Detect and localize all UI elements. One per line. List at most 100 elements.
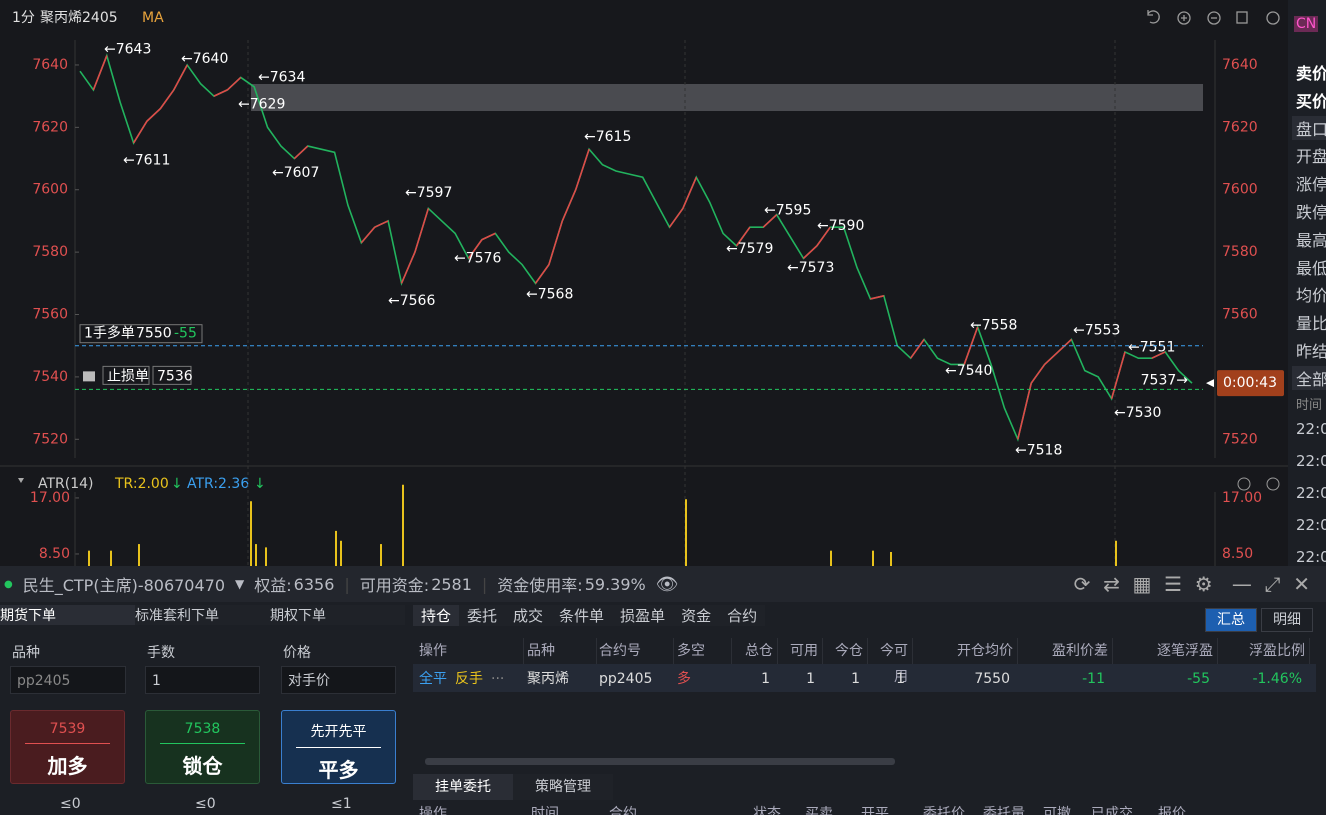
column-header: 可撤: [1043, 806, 1071, 815]
up-segment: [293, 145, 309, 160]
tab[interactable]: 策略管理: [513, 774, 613, 800]
y-tick-label: 17.00: [30, 490, 70, 506]
annotation: ←7629: [238, 96, 285, 112]
tab[interactable]: 合约: [719, 605, 766, 626]
annotation: ←7566: [388, 293, 435, 309]
position-price: 7550: [136, 326, 172, 342]
tab[interactable]: 标准套利下单: [135, 605, 270, 625]
atr-bar: [110, 550, 112, 566]
input[interactable]: 对手价: [281, 666, 396, 694]
side-time: 22:0: [1296, 548, 1326, 566]
tab[interactable]: 损盈单: [612, 605, 674, 626]
input[interactable]: pp2405: [10, 666, 126, 694]
column-header: 状态: [753, 806, 781, 815]
cell: -1.46%: [1252, 671, 1302, 687]
view-button[interactable]: 明细: [1261, 608, 1313, 632]
arrow: ↓: [171, 476, 183, 492]
up-segment: [910, 338, 925, 359]
cell: pp2405: [599, 671, 653, 687]
column-header: 报价: [1158, 806, 1186, 815]
order-button[interactable]: 7538 锁仓: [145, 710, 260, 784]
tab[interactable]: 期货下单: [0, 605, 135, 625]
field-label: 手数: [147, 645, 175, 661]
up-segment: [159, 89, 175, 110]
annotation: ←7611: [123, 152, 170, 168]
lock-icon: [83, 371, 95, 382]
tab[interactable]: 期权下单: [270, 605, 405, 625]
cell: 7550: [974, 671, 1010, 687]
tab[interactable]: 成交: [505, 605, 552, 626]
bottom-panel: ● 民生_CTP(主席)-80670470 ▼ 权益: 6356 | 可用资金: 258…: [0, 566, 1326, 815]
side-label: 最高: [1296, 230, 1326, 250]
cell[interactable]: 反手: [455, 671, 483, 687]
tab[interactable]: 委托: [459, 605, 506, 626]
view-button[interactable]: 汇总: [1205, 608, 1257, 632]
up-segment: [226, 76, 242, 91]
tr-label: TR:2.00: [114, 476, 169, 492]
column-header: 盈利价差: [1018, 638, 1113, 664]
up-segment: [574, 148, 590, 190]
up-segment: [963, 326, 979, 365]
up-segment: [92, 55, 108, 91]
up-segment: [481, 232, 496, 241]
icon[interactable]: [1237, 477, 1251, 491]
annotation: ←7640: [181, 51, 228, 67]
usage: 59.39%: [584, 574, 646, 594]
toolbar[interactable]: [1147, 10, 1280, 25]
up-segment: [467, 239, 483, 259]
column-header: 今可用: [873, 638, 913, 685]
input[interactable]: 1: [145, 666, 260, 694]
atr-bar: [890, 551, 892, 566]
up-segment: [360, 226, 376, 244]
button-label: 加多: [47, 754, 88, 778]
tab[interactable]: 条件单: [551, 605, 613, 626]
annotation: ←7568: [526, 287, 573, 303]
up-segment: [146, 108, 161, 122]
column-header: 已成交: [1091, 806, 1133, 815]
label: 可用资金:: [359, 576, 430, 595]
up-segment: [132, 120, 148, 144]
cell: 1: [896, 671, 905, 687]
side-time: 22:0: [1296, 452, 1326, 470]
tab[interactable]: 持仓: [413, 605, 460, 626]
atr-bar: [830, 550, 832, 566]
cell[interactable]: 全平: [419, 671, 447, 687]
symbol: 聚丙烯2405: [40, 10, 118, 26]
cell: -11: [1082, 671, 1105, 687]
tab[interactable]: 挂单委托: [413, 774, 513, 800]
up-segment: [816, 226, 831, 247]
countdown: 0:00:43: [1223, 375, 1277, 391]
icon[interactable]: [1266, 477, 1280, 491]
up-segment: [1017, 382, 1033, 440]
pointer: [1206, 379, 1214, 388]
column-header: 今仓: [828, 638, 868, 664]
side-label: 最低: [1296, 258, 1326, 278]
up-segment: [213, 89, 228, 97]
annotation: ←7540: [945, 363, 992, 379]
order-button[interactable]: 先开先平 平多: [281, 710, 396, 784]
atr-bar: [685, 499, 687, 566]
label: 权益:: [254, 576, 292, 595]
tab[interactable]: 资金: [673, 605, 720, 626]
label-box[interactable]: [102, 365, 150, 385]
up-segment: [1030, 363, 1046, 384]
y-tick-label: 7560: [32, 307, 68, 323]
collapse-icon[interactable]: [18, 478, 24, 483]
account-name[interactable]: 民生_CTP(主席)-80670470: [22, 576, 226, 595]
label: 资金使用率:: [497, 576, 583, 595]
annotation: ←7576: [454, 251, 501, 267]
column-header: 委托量: [983, 806, 1025, 815]
cell: 1: [761, 671, 770, 687]
cell: 聚丙烯: [527, 671, 569, 687]
field-label: 价格: [283, 645, 311, 661]
limit: ≤0: [195, 796, 216, 812]
up-segment: [668, 207, 684, 228]
indicator: MA: [142, 10, 164, 26]
side-time: 22:0: [1296, 484, 1326, 502]
position-label: 1手多单: [84, 325, 135, 342]
order-button[interactable]: 7539 加多: [10, 710, 125, 784]
scrollbar: [425, 758, 895, 765]
equity: 6356: [293, 574, 335, 594]
atr-bar: [255, 544, 257, 566]
more[interactable]: ···: [491, 671, 505, 687]
